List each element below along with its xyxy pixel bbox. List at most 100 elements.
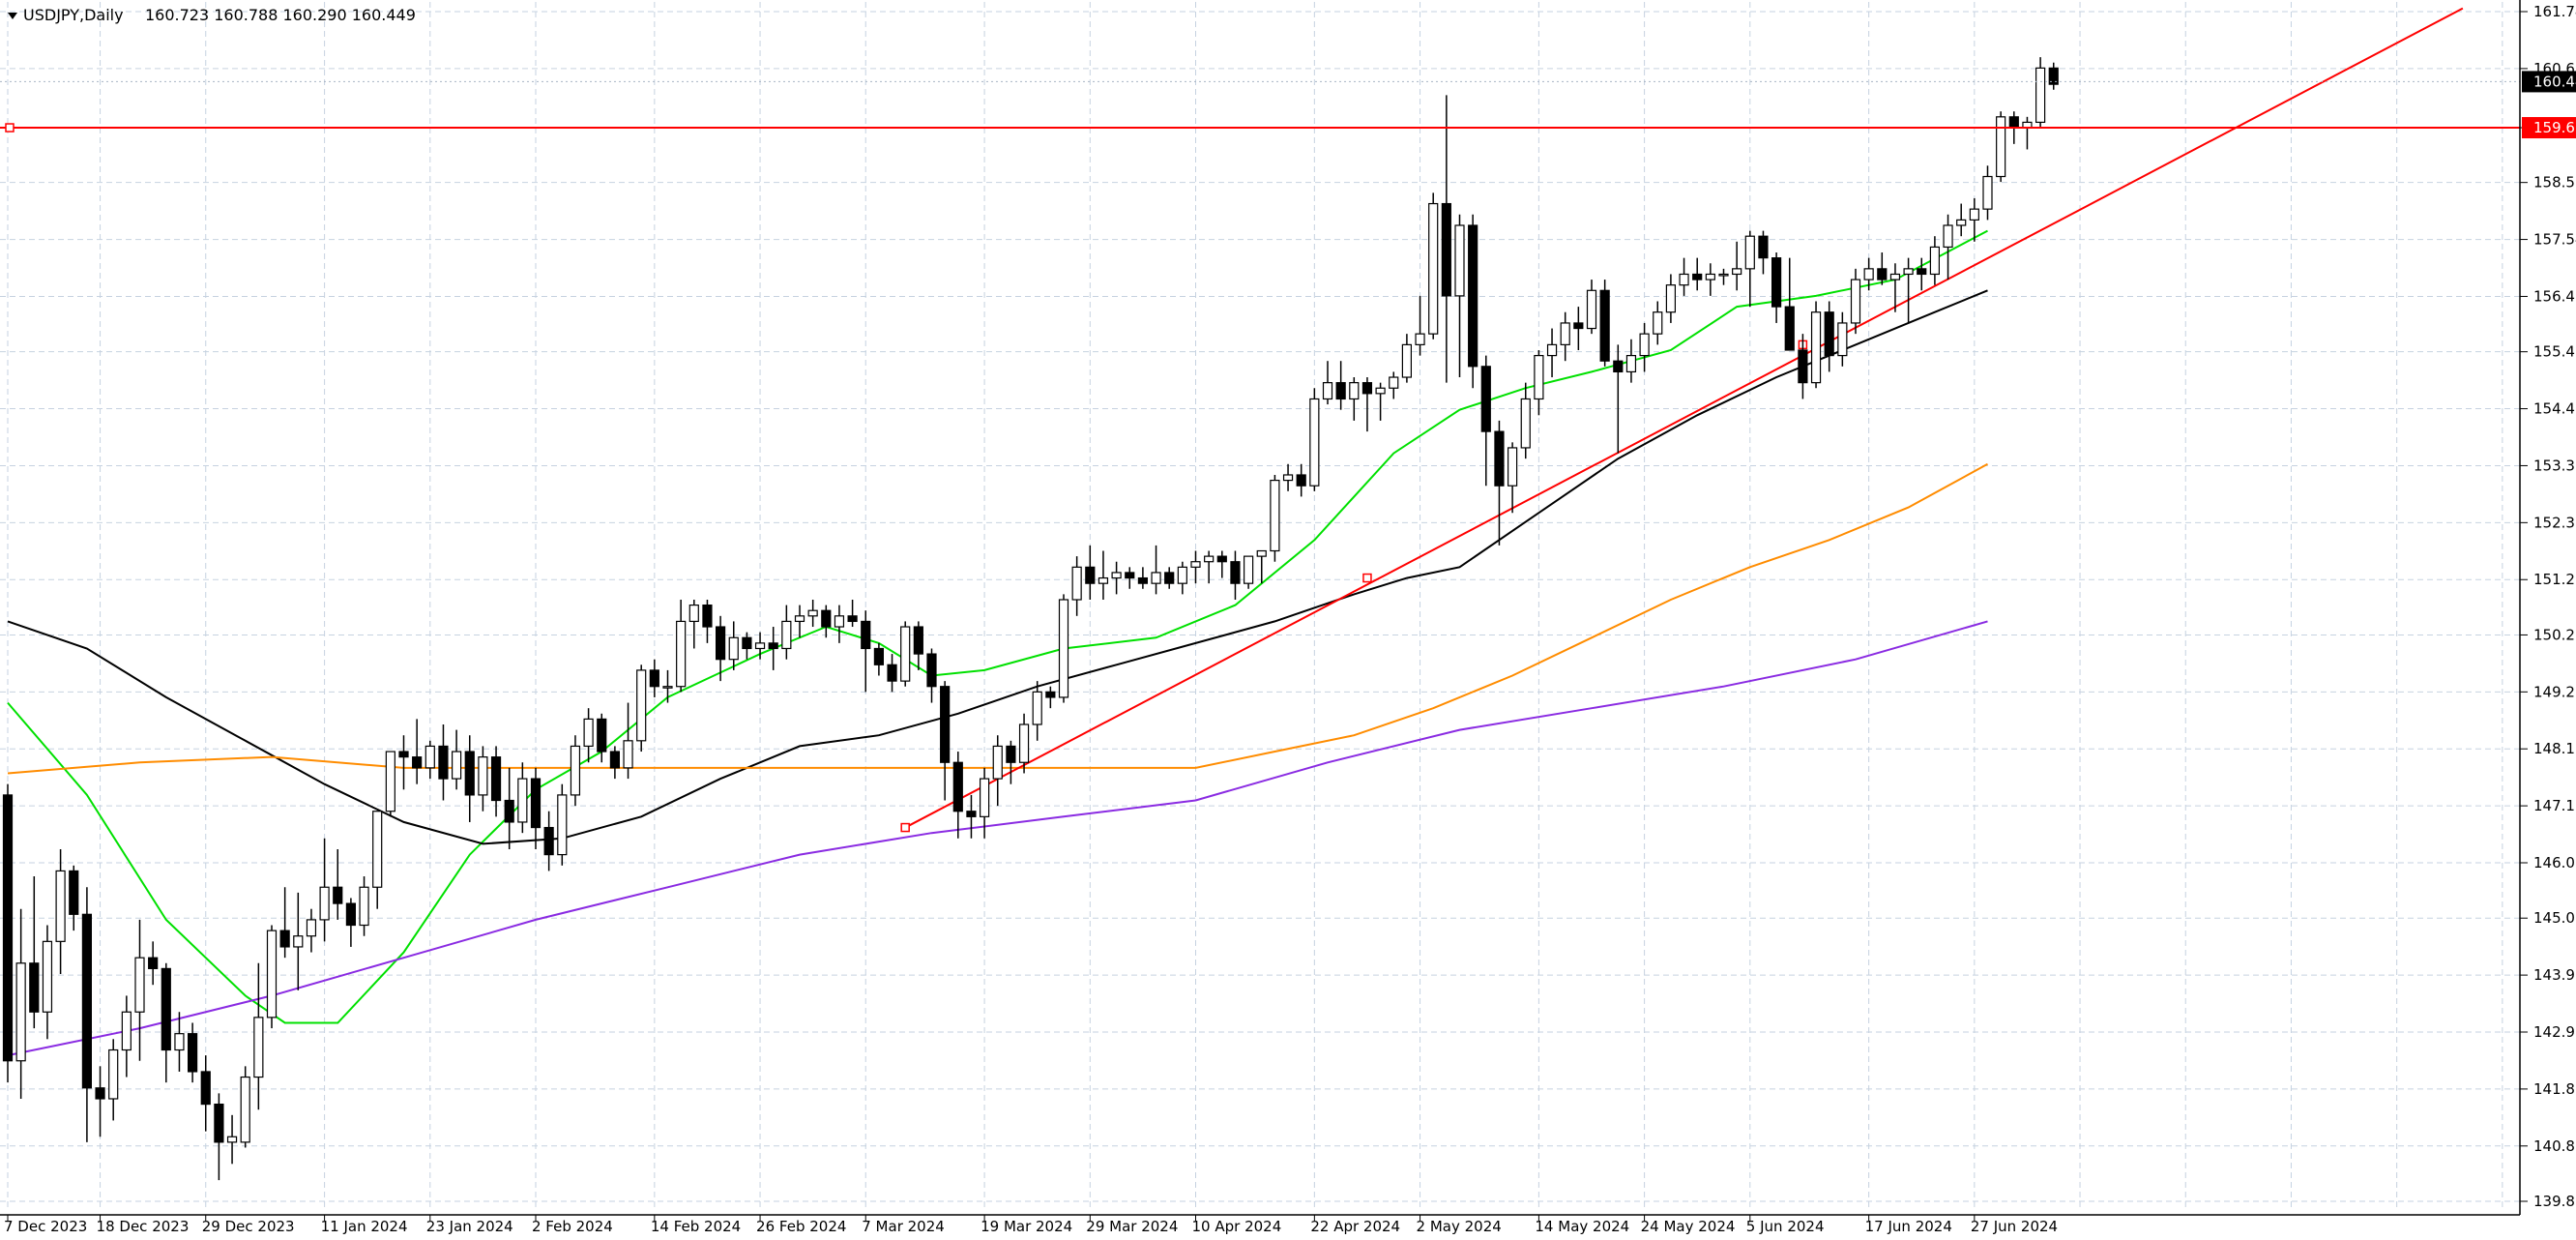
candle[interactable] bbox=[662, 669, 673, 703]
candle[interactable] bbox=[1653, 301, 1663, 345]
candle[interactable] bbox=[1151, 545, 1161, 595]
candle[interactable] bbox=[873, 642, 885, 676]
candle[interactable] bbox=[121, 995, 132, 1078]
candle[interactable] bbox=[1625, 339, 1637, 383]
candle[interactable] bbox=[1216, 550, 1227, 578]
candle[interactable] bbox=[728, 621, 739, 670]
candle[interactable] bbox=[1480, 355, 1491, 487]
candle[interactable] bbox=[1863, 257, 1874, 291]
candle[interactable] bbox=[1006, 740, 1016, 784]
candle[interactable] bbox=[966, 794, 977, 839]
candle[interactable] bbox=[1798, 334, 1808, 399]
candle[interactable] bbox=[1837, 311, 1848, 367]
candle[interactable] bbox=[385, 751, 395, 817]
candle[interactable] bbox=[1996, 111, 2006, 183]
candle[interactable] bbox=[583, 708, 594, 763]
candle[interactable] bbox=[1389, 371, 1399, 399]
candle[interactable] bbox=[1877, 252, 1888, 285]
candle[interactable] bbox=[1771, 252, 1782, 323]
candle[interactable] bbox=[345, 898, 356, 947]
candle[interactable] bbox=[952, 752, 963, 839]
candle[interactable] bbox=[1534, 349, 1544, 416]
candle[interactable] bbox=[1256, 549, 1267, 584]
candle[interactable] bbox=[1415, 295, 1425, 356]
candle[interactable] bbox=[293, 892, 304, 990]
candle[interactable] bbox=[95, 1066, 105, 1137]
candle[interactable] bbox=[794, 605, 805, 638]
candle[interactable] bbox=[55, 848, 66, 974]
candle[interactable] bbox=[1190, 550, 1201, 584]
candle[interactable] bbox=[1665, 274, 1677, 323]
candle[interactable] bbox=[266, 925, 278, 1029]
candle[interactable] bbox=[398, 735, 409, 790]
candle[interactable] bbox=[1309, 388, 1320, 491]
collapse-triangle-icon[interactable] bbox=[8, 13, 17, 19]
candle[interactable] bbox=[715, 615, 726, 682]
candle[interactable] bbox=[676, 599, 687, 693]
candle[interactable] bbox=[108, 1039, 119, 1121]
candle[interactable] bbox=[1270, 474, 1280, 562]
candle[interactable] bbox=[1982, 165, 1993, 221]
candle[interactable] bbox=[1744, 230, 1755, 308]
candle[interactable] bbox=[834, 605, 845, 643]
candle[interactable] bbox=[1679, 257, 1689, 296]
candle[interactable] bbox=[1204, 550, 1215, 584]
candle[interactable] bbox=[557, 783, 568, 866]
candle[interactable] bbox=[1322, 361, 1333, 405]
candle[interactable] bbox=[1705, 263, 1715, 296]
candle[interactable] bbox=[1137, 567, 1149, 589]
candle[interactable] bbox=[847, 599, 858, 628]
candle[interactable] bbox=[1071, 556, 1082, 616]
candle[interactable] bbox=[279, 887, 290, 959]
candle[interactable] bbox=[1296, 463, 1306, 497]
candle[interactable] bbox=[1639, 322, 1650, 372]
candle[interactable] bbox=[979, 767, 990, 839]
candle[interactable] bbox=[597, 713, 607, 763]
candle[interactable] bbox=[1560, 311, 1570, 362]
candle[interactable] bbox=[148, 941, 159, 986]
candle[interactable] bbox=[861, 610, 871, 693]
candle[interactable] bbox=[42, 925, 53, 1040]
candle[interactable] bbox=[887, 654, 897, 693]
candle[interactable] bbox=[1824, 301, 1834, 372]
candle[interactable] bbox=[69, 865, 79, 931]
candle[interactable] bbox=[1969, 197, 1979, 242]
candle[interactable] bbox=[649, 659, 659, 697]
candle[interactable] bbox=[1758, 230, 1769, 275]
candle[interactable] bbox=[1441, 95, 1451, 383]
candle[interactable] bbox=[1718, 268, 1729, 285]
candle[interactable] bbox=[570, 735, 581, 807]
candle[interactable] bbox=[1520, 382, 1531, 459]
candle[interactable] bbox=[636, 664, 647, 753]
candle[interactable] bbox=[1177, 561, 1187, 595]
candle[interactable] bbox=[807, 599, 818, 628]
candle[interactable] bbox=[412, 719, 423, 784]
trendline-anchor[interactable] bbox=[1362, 573, 1372, 583]
candle[interactable] bbox=[161, 962, 171, 1083]
candle[interactable] bbox=[15, 908, 26, 1099]
candle[interactable] bbox=[424, 740, 435, 780]
candle[interactable] bbox=[504, 767, 514, 849]
candle[interactable] bbox=[517, 762, 528, 834]
candle[interactable] bbox=[1507, 442, 1518, 514]
trendline[interactable] bbox=[904, 7, 2464, 829]
candle[interactable] bbox=[1349, 377, 1360, 421]
candle[interactable] bbox=[490, 746, 502, 817]
candle[interactable] bbox=[1943, 214, 1953, 280]
candle[interactable] bbox=[926, 648, 937, 703]
candle[interactable] bbox=[2035, 57, 2046, 129]
candle[interactable] bbox=[1903, 257, 1914, 323]
candle[interactable] bbox=[1361, 377, 1373, 432]
candle[interactable] bbox=[900, 621, 911, 687]
candle[interactable] bbox=[1125, 567, 1135, 589]
candle[interactable] bbox=[1810, 301, 1822, 389]
candle[interactable] bbox=[2, 783, 14, 1083]
candle[interactable] bbox=[1230, 550, 1241, 600]
candle[interactable] bbox=[1917, 257, 1927, 291]
candle[interactable] bbox=[1428, 192, 1439, 340]
candle[interactable] bbox=[623, 702, 633, 780]
candle[interactable] bbox=[1599, 280, 1610, 367]
candle[interactable] bbox=[1375, 382, 1386, 421]
candle[interactable] bbox=[240, 1066, 250, 1148]
candle[interactable] bbox=[1573, 307, 1584, 350]
